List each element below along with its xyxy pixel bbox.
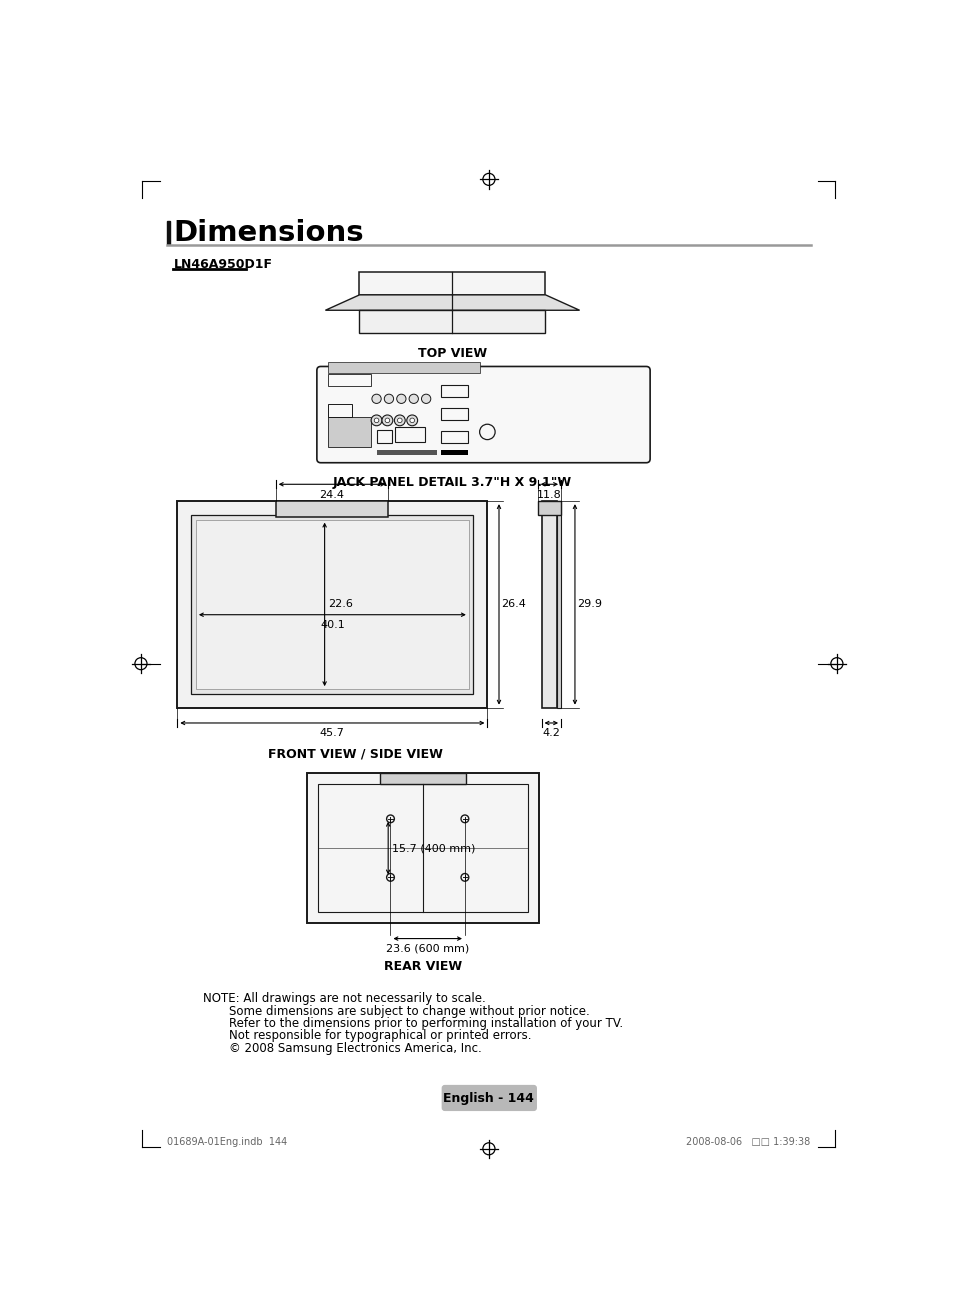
Bar bbox=[328, 375, 371, 385]
Bar bbox=[195, 519, 468, 689]
Bar bbox=[541, 501, 557, 707]
Bar bbox=[380, 773, 465, 784]
Bar bbox=[275, 501, 388, 517]
Polygon shape bbox=[325, 295, 579, 310]
Circle shape bbox=[374, 418, 378, 422]
Circle shape bbox=[406, 416, 417, 426]
Text: 22.6: 22.6 bbox=[328, 600, 353, 609]
Text: 24.4: 24.4 bbox=[319, 489, 344, 500]
Text: 26.4: 26.4 bbox=[500, 600, 526, 609]
Circle shape bbox=[384, 394, 394, 404]
Bar bbox=[328, 417, 371, 447]
Text: 2008-08-06   □□ 1:39:38: 2008-08-06 □□ 1:39:38 bbox=[685, 1137, 810, 1147]
Text: 01689A-01Eng.indb  144: 01689A-01Eng.indb 144 bbox=[167, 1137, 287, 1147]
Text: FRONT VIEW / SIDE VIEW: FRONT VIEW / SIDE VIEW bbox=[268, 748, 442, 760]
Text: 11.8: 11.8 bbox=[537, 489, 561, 500]
Circle shape bbox=[381, 416, 393, 426]
Bar bbox=[317, 784, 528, 913]
Text: English - 144: English - 144 bbox=[443, 1093, 534, 1105]
Bar bbox=[177, 501, 487, 707]
Circle shape bbox=[385, 418, 390, 422]
Text: NOTE: All drawings are not necessarily to scale.: NOTE: All drawings are not necessarily t… bbox=[203, 993, 485, 1006]
FancyBboxPatch shape bbox=[441, 1085, 537, 1111]
Text: JACK PANEL DETAIL 3.7"H X 9.1"W: JACK PANEL DETAIL 3.7"H X 9.1"W bbox=[333, 476, 572, 489]
Circle shape bbox=[410, 418, 415, 422]
Circle shape bbox=[371, 416, 381, 426]
Bar bbox=[440, 385, 468, 397]
Bar bbox=[557, 501, 560, 707]
Text: 23.6 (600 mm): 23.6 (600 mm) bbox=[386, 944, 469, 953]
Bar bbox=[307, 773, 538, 923]
Text: Some dimensions are subject to change without prior notice.: Some dimensions are subject to change wi… bbox=[229, 1005, 590, 1018]
Bar bbox=[167, 221, 171, 245]
Text: Refer to the dimensions prior to performing installation of your TV.: Refer to the dimensions prior to perform… bbox=[229, 1016, 622, 1030]
Bar bbox=[192, 515, 473, 694]
Text: TOP VIEW: TOP VIEW bbox=[417, 347, 487, 360]
Bar bbox=[359, 310, 545, 334]
Bar bbox=[440, 451, 468, 455]
Circle shape bbox=[409, 394, 418, 404]
Circle shape bbox=[397, 418, 402, 422]
Bar bbox=[376, 430, 392, 443]
Bar bbox=[395, 426, 424, 442]
Bar bbox=[440, 431, 468, 443]
Text: REAR VIEW: REAR VIEW bbox=[384, 960, 461, 973]
Text: 40.1: 40.1 bbox=[319, 621, 344, 630]
Bar bbox=[328, 362, 479, 372]
Text: 45.7: 45.7 bbox=[319, 729, 344, 738]
Bar bbox=[537, 501, 560, 515]
FancyBboxPatch shape bbox=[316, 367, 649, 463]
Circle shape bbox=[394, 416, 405, 426]
Text: 29.9: 29.9 bbox=[577, 600, 601, 609]
Text: © 2008 Samsung Electronics America, Inc.: © 2008 Samsung Electronics America, Inc. bbox=[229, 1041, 481, 1055]
Circle shape bbox=[396, 394, 406, 404]
Text: Not responsible for typographical or printed errors.: Not responsible for typographical or pri… bbox=[229, 1030, 531, 1043]
Text: 15.7 (400 mm): 15.7 (400 mm) bbox=[392, 843, 475, 853]
Text: LN46A950D1F: LN46A950D1F bbox=[173, 258, 273, 271]
Bar bbox=[440, 408, 468, 421]
Bar bbox=[359, 272, 545, 295]
Circle shape bbox=[421, 394, 431, 404]
Bar bbox=[328, 404, 352, 417]
Bar bbox=[376, 451, 436, 455]
Text: Dimensions: Dimensions bbox=[173, 220, 364, 247]
Text: 4.2: 4.2 bbox=[542, 729, 559, 738]
Circle shape bbox=[372, 394, 381, 404]
